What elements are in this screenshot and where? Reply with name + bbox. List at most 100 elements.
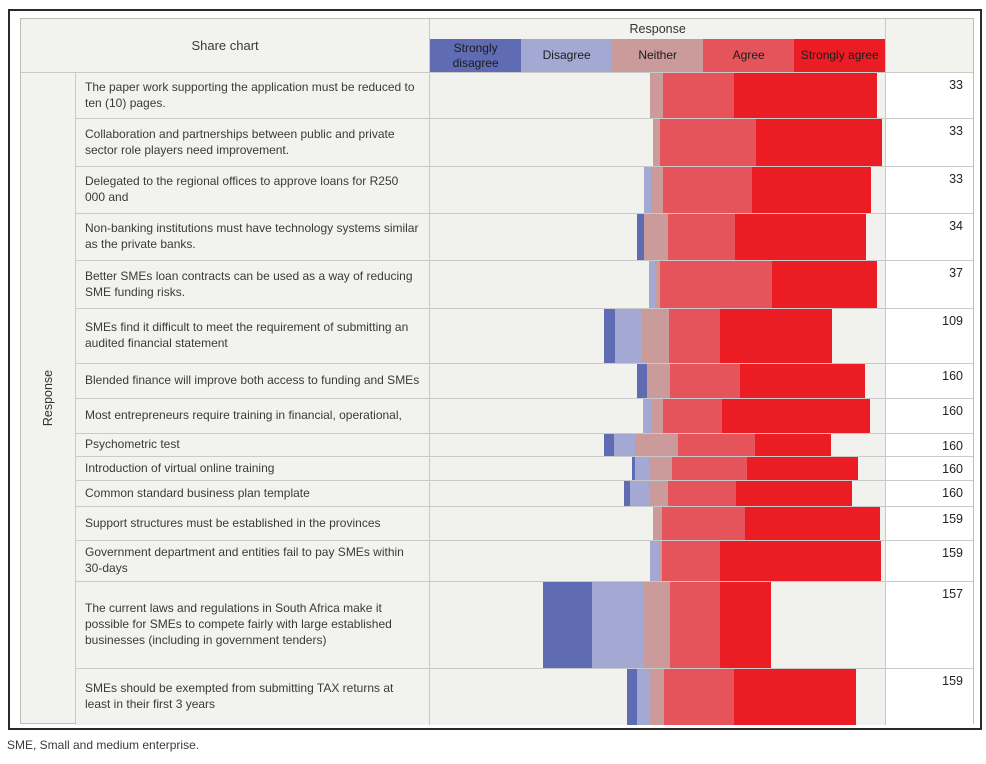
bar-segment-strongly-agree bbox=[733, 669, 857, 725]
statement-label: Non-banking institutions must have techn… bbox=[75, 214, 430, 260]
bar-offset-spacer bbox=[430, 364, 637, 398]
likert-bar bbox=[429, 457, 886, 480]
bar-offset-spacer bbox=[430, 582, 542, 668]
bar-segment-agree bbox=[663, 73, 734, 118]
bar-segment-strongly-agree bbox=[733, 73, 877, 118]
table-row: Better SMEs loan contracts can be used a… bbox=[75, 260, 974, 308]
legend-item-agree: Agree bbox=[703, 39, 795, 72]
bar-segment-neither bbox=[655, 261, 660, 308]
table-row: Introduction of virtual online training 1… bbox=[75, 456, 974, 480]
bar-segment-strongly-agree bbox=[735, 481, 853, 506]
response-count: 37 bbox=[885, 261, 974, 308]
bar-offset-spacer bbox=[430, 309, 603, 363]
bar-segment-strongly-agree bbox=[735, 214, 866, 260]
statement-label: Psychometric test bbox=[75, 434, 430, 456]
bar-segment-neither bbox=[644, 214, 669, 260]
bar-segment-strongly-disagree bbox=[637, 364, 648, 398]
bar-segment-neither bbox=[647, 364, 670, 398]
table-row: SMEs should be exempted from submitting … bbox=[75, 668, 974, 725]
legend-item-strongly-agree: Strongly agree bbox=[794, 39, 886, 72]
footer-note: SME, Small and medium enterprise. bbox=[7, 738, 200, 752]
bar-segment-disagree bbox=[649, 541, 660, 581]
share-chart-header: Share chart bbox=[191, 38, 259, 53]
bar-segment-strongly-disagree bbox=[623, 481, 630, 506]
bar-offset-spacer bbox=[430, 214, 637, 260]
statement-label: Collaboration and partnerships between p… bbox=[75, 119, 430, 166]
statement-label: Blended finance will improve both access… bbox=[75, 364, 430, 398]
likert-bar bbox=[429, 364, 886, 398]
statement-label: Most entrepreneurs require training in f… bbox=[75, 399, 430, 433]
bar-segment-strongly-agree bbox=[745, 507, 881, 540]
likert-bar bbox=[429, 507, 886, 540]
likert-bar bbox=[429, 669, 886, 725]
bar-segment-strongly-agree bbox=[755, 434, 831, 456]
bar-segment-neither bbox=[649, 481, 669, 506]
table-row: Most entrepreneurs require training in f… bbox=[75, 398, 974, 433]
response-count: 159 bbox=[885, 541, 974, 581]
bar-offset-spacer bbox=[430, 507, 653, 540]
bar-segment-strongly-agree bbox=[747, 457, 859, 480]
response-header-column: Response Strongly disagree Disagree Neithe… bbox=[429, 19, 886, 72]
statement-label: Introduction of virtual online training bbox=[75, 457, 430, 480]
statement-label: Delegated to the regional offices to app… bbox=[75, 167, 430, 213]
bar-offset-spacer bbox=[430, 541, 650, 581]
bar-segment-strongly-agree bbox=[739, 364, 865, 398]
likert-bar bbox=[429, 481, 886, 506]
response-count: 33 bbox=[885, 73, 974, 118]
likert-bar bbox=[429, 261, 886, 308]
legend-item-strongly-disagree: Strongly disagree bbox=[430, 39, 522, 72]
statement-label: The current laws and regulations in Sout… bbox=[75, 582, 430, 668]
likert-bar bbox=[429, 214, 886, 260]
statement-label: Government department and entities fail … bbox=[75, 541, 430, 581]
likert-bar bbox=[429, 119, 886, 166]
response-count: 160 bbox=[885, 457, 974, 480]
bar-segment-strongly-disagree bbox=[603, 434, 614, 456]
bar-segment-disagree bbox=[643, 399, 653, 433]
likert-bar bbox=[429, 73, 886, 118]
response-count: 157 bbox=[885, 582, 974, 668]
statement-label: The paper work supporting the applicatio… bbox=[75, 73, 430, 118]
response-header: Response bbox=[629, 22, 686, 36]
response-count: 34 bbox=[885, 214, 974, 260]
response-count: 33 bbox=[885, 119, 974, 166]
bar-offset-spacer bbox=[430, 261, 649, 308]
bar-segment-agree bbox=[678, 434, 756, 456]
statement-label: SMEs should be exempted from submitting … bbox=[75, 669, 430, 725]
bar-segment-agree bbox=[668, 214, 736, 260]
bar-offset-spacer bbox=[430, 167, 644, 213]
bar-segment-neither bbox=[642, 309, 669, 363]
response-count: 159 bbox=[885, 669, 974, 725]
bar-segment-neither bbox=[652, 399, 664, 433]
response-count: 160 bbox=[885, 399, 974, 433]
bar-segment-agree bbox=[670, 582, 720, 668]
bar-segment-disagree bbox=[644, 167, 652, 213]
bar-segment-neither bbox=[650, 73, 664, 118]
bar-segment-agree bbox=[662, 507, 746, 540]
response-count: 109 bbox=[885, 309, 974, 363]
bar-segment-disagree bbox=[615, 309, 643, 363]
rows-container: The paper work supporting the applicatio… bbox=[75, 73, 974, 725]
response-count: 159 bbox=[885, 507, 974, 540]
bar-segment-agree bbox=[659, 261, 772, 308]
table-row: The paper work supporting the applicatio… bbox=[75, 73, 974, 118]
bar-segment-agree bbox=[668, 309, 720, 363]
bar-segment-disagree bbox=[592, 582, 645, 668]
table-row: Support structures must be established i… bbox=[75, 506, 974, 540]
likert-bar bbox=[429, 167, 886, 213]
table-row: Delegated to the regional offices to app… bbox=[75, 166, 974, 213]
statement-label: Better SMEs loan contracts can be used a… bbox=[75, 261, 430, 308]
bar-segment-disagree bbox=[649, 261, 656, 308]
table-body: Response The paper work supporting the a… bbox=[21, 73, 974, 725]
bar-segment-neither bbox=[652, 119, 660, 166]
bar-segment-strongly-disagree bbox=[542, 582, 593, 668]
bar-offset-spacer bbox=[430, 434, 603, 456]
bar-segment-neither bbox=[651, 167, 663, 213]
response-count: 160 bbox=[885, 481, 974, 506]
bar-segment-agree bbox=[663, 399, 722, 433]
likert-bar bbox=[429, 309, 886, 363]
bar-segment-neither bbox=[659, 541, 662, 581]
likert-bar bbox=[429, 582, 886, 668]
statement-label: SMEs find it difficult to meet the requi… bbox=[75, 309, 430, 363]
bar-segment-strongly-agree bbox=[771, 261, 877, 308]
y-axis-label: Response bbox=[41, 369, 56, 427]
